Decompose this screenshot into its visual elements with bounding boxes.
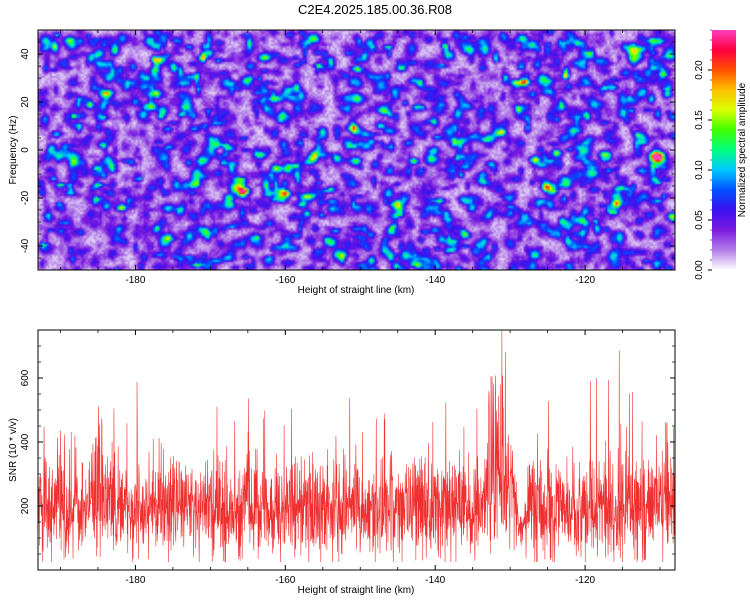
chart-title: C2E4.2025.185.00.36.R08 (298, 2, 452, 17)
spectrogram-y-tick-label: 40 (20, 48, 31, 60)
snr-x-tick-label: -140 (425, 575, 445, 586)
snr-series-line (37, 329, 676, 563)
spectrogram-y-axis-label: Frequency (Hz) (8, 116, 19, 185)
colorbar-tick-label: 0.10 (694, 160, 705, 180)
spectrogram-x-tick-label: -180 (125, 275, 145, 286)
snr-frame (37, 329, 676, 571)
colorbar-label: Normalized spectral amplitude (737, 82, 748, 217)
spectrogram-y-tick-label: 0 (20, 147, 31, 153)
colorbar-tick-label: 0.15 (694, 110, 705, 130)
spectrogram-x-tick: -140 (425, 30, 446, 286)
colorbar-tick: 0.15 (694, 110, 712, 130)
snr-x-tick: -120 (575, 330, 596, 586)
spectrogram-y-tick-label: 20 (20, 96, 31, 108)
spectrogram-x-tick-label: -160 (275, 275, 295, 286)
snr-x-tick-label: -180 (125, 575, 145, 586)
colorbar-tick-label: 0.20 (694, 60, 705, 80)
snr-x-tick-label: -160 (275, 575, 295, 586)
snr-x-tick: -180 (125, 330, 146, 586)
colorbar-tick-label: 0.00 (694, 260, 705, 280)
spectrogram-x-axis-label: Height of straight line (km) (298, 285, 415, 296)
spectrogram-x-tick-label: -120 (575, 275, 595, 286)
spectrogram-image (38, 30, 675, 270)
colorbar-tick: 0.10 (694, 160, 712, 180)
snr-x-tick-label: -120 (575, 575, 595, 586)
snr-x-axis-label: Height of straight line (km) (298, 585, 415, 596)
snr-panel: -180 -160 -140 -120 200 400 600 Height of str… (8, 329, 676, 596)
colorbar-tick: 0.05 (694, 210, 712, 230)
colorbar-tick-label: 0.05 (694, 210, 705, 230)
spectrogram-x-tick: -180 (125, 30, 146, 286)
spectrogram-x-tick: -160 (275, 30, 296, 286)
colorbar: 0.00 0.05 0.10 0.15 0.20 Normalized spectral… (694, 29, 748, 280)
snr-y-tick-label: 400 (20, 433, 31, 450)
snr-y-tick-label: 200 (20, 497, 31, 514)
spectrogram-y-tick-label: -20 (20, 190, 31, 205)
colorbar-gradient (712, 30, 736, 270)
snr-x-tick: -140 (425, 330, 446, 586)
snr-y-tick-label: 600 (20, 369, 31, 386)
spectrogram-x-tick-label: -140 (425, 275, 445, 286)
colorbar-tick: 0.00 (694, 260, 712, 280)
spectrogram-panel: -180 -160 -140 -120 -40 -20 0 20 40 Height of s… (8, 29, 676, 296)
colorbar-tick: 0.20 (694, 60, 712, 80)
spectrogram-y-tick-label: -40 (20, 238, 31, 253)
snr-x-tick: -160 (275, 330, 296, 586)
snr-y-axis-label: SNR (10 * v/v) (8, 418, 19, 482)
spectrogram-x-tick: -120 (575, 30, 596, 286)
